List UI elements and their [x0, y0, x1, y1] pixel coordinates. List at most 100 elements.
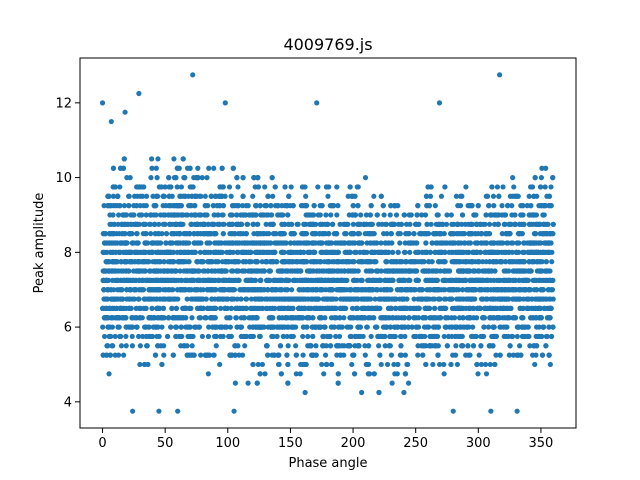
data-point [484, 193, 491, 199]
data-point [546, 240, 552, 246]
data-point [501, 268, 507, 274]
data-point [437, 361, 443, 368]
data-point [264, 277, 270, 283]
data-point [206, 165, 212, 171]
data-point [462, 277, 468, 283]
data-point [397, 240, 403, 246]
data-point [334, 352, 340, 358]
data-point [279, 203, 285, 209]
data-point [514, 333, 520, 340]
data-point [438, 249, 444, 255]
data-point [173, 175, 179, 181]
data-point [177, 193, 183, 199]
data-point [482, 221, 488, 227]
data-point [173, 305, 180, 311]
data-point [231, 287, 238, 293]
data-point [357, 333, 363, 340]
data-point [159, 231, 165, 237]
data-point [402, 352, 408, 358]
data-point [141, 184, 147, 190]
data-point [425, 277, 431, 283]
data-point [441, 296, 448, 302]
data-point [527, 184, 534, 190]
data-point [384, 361, 391, 368]
data-point [470, 268, 476, 274]
data-point [371, 193, 377, 199]
data-point [353, 249, 360, 255]
data-point [388, 231, 394, 237]
data-point [110, 193, 116, 199]
data-point [510, 193, 516, 199]
data-point [443, 324, 449, 330]
data-point [335, 371, 341, 377]
data-point [293, 343, 299, 349]
data-point [190, 184, 196, 190]
data-point [406, 240, 412, 246]
data-point [116, 212, 122, 218]
data-point [141, 305, 147, 311]
data-point [177, 249, 184, 255]
data-point [350, 221, 356, 227]
data-point [333, 333, 339, 340]
data-point [245, 203, 251, 209]
data-point [207, 305, 213, 311]
data-point [153, 203, 159, 209]
data-point [149, 156, 155, 162]
data-point [250, 193, 256, 199]
data-point [268, 296, 274, 302]
data-point [387, 324, 393, 330]
data-point [437, 268, 444, 274]
data-point [469, 259, 475, 265]
data-point [359, 389, 365, 396]
data-point [453, 193, 459, 199]
data-point [184, 343, 190, 349]
data-point [337, 221, 343, 227]
data-point [432, 203, 438, 209]
data-point [160, 315, 166, 321]
data-point [151, 221, 157, 227]
data-point [199, 175, 205, 181]
data-point [295, 240, 301, 246]
data-point [393, 315, 399, 321]
data-point [335, 203, 341, 209]
data-point [154, 333, 160, 340]
data-point [288, 221, 295, 227]
data-point [411, 315, 417, 321]
data-point [293, 352, 299, 358]
data-point [334, 184, 340, 190]
data-point [353, 333, 359, 340]
data-point [322, 324, 328, 330]
data-point [294, 259, 300, 265]
data-point [268, 212, 274, 218]
data-point [459, 231, 465, 237]
data-point [154, 287, 161, 293]
data-point [278, 212, 285, 218]
data-point [155, 343, 161, 349]
data-point [123, 324, 129, 330]
data-point [192, 203, 198, 209]
data-point [467, 305, 473, 311]
data-point [313, 287, 319, 293]
data-point [170, 296, 177, 302]
data-point [263, 221, 269, 227]
data-point [178, 343, 184, 349]
data-point [255, 175, 261, 181]
data-point [490, 343, 496, 349]
data-point [107, 249, 114, 255]
data-point [389, 380, 395, 386]
data-point [110, 315, 116, 321]
data-point [383, 221, 390, 227]
data-point [392, 371, 398, 377]
data-point [542, 268, 548, 274]
data-point [184, 296, 190, 302]
data-point [271, 277, 277, 283]
data-point [501, 333, 507, 340]
data-point [306, 305, 312, 311]
data-point [260, 212, 266, 218]
data-point [101, 333, 108, 340]
data-point [240, 259, 247, 265]
data-point [381, 231, 387, 237]
data-point [159, 361, 165, 368]
